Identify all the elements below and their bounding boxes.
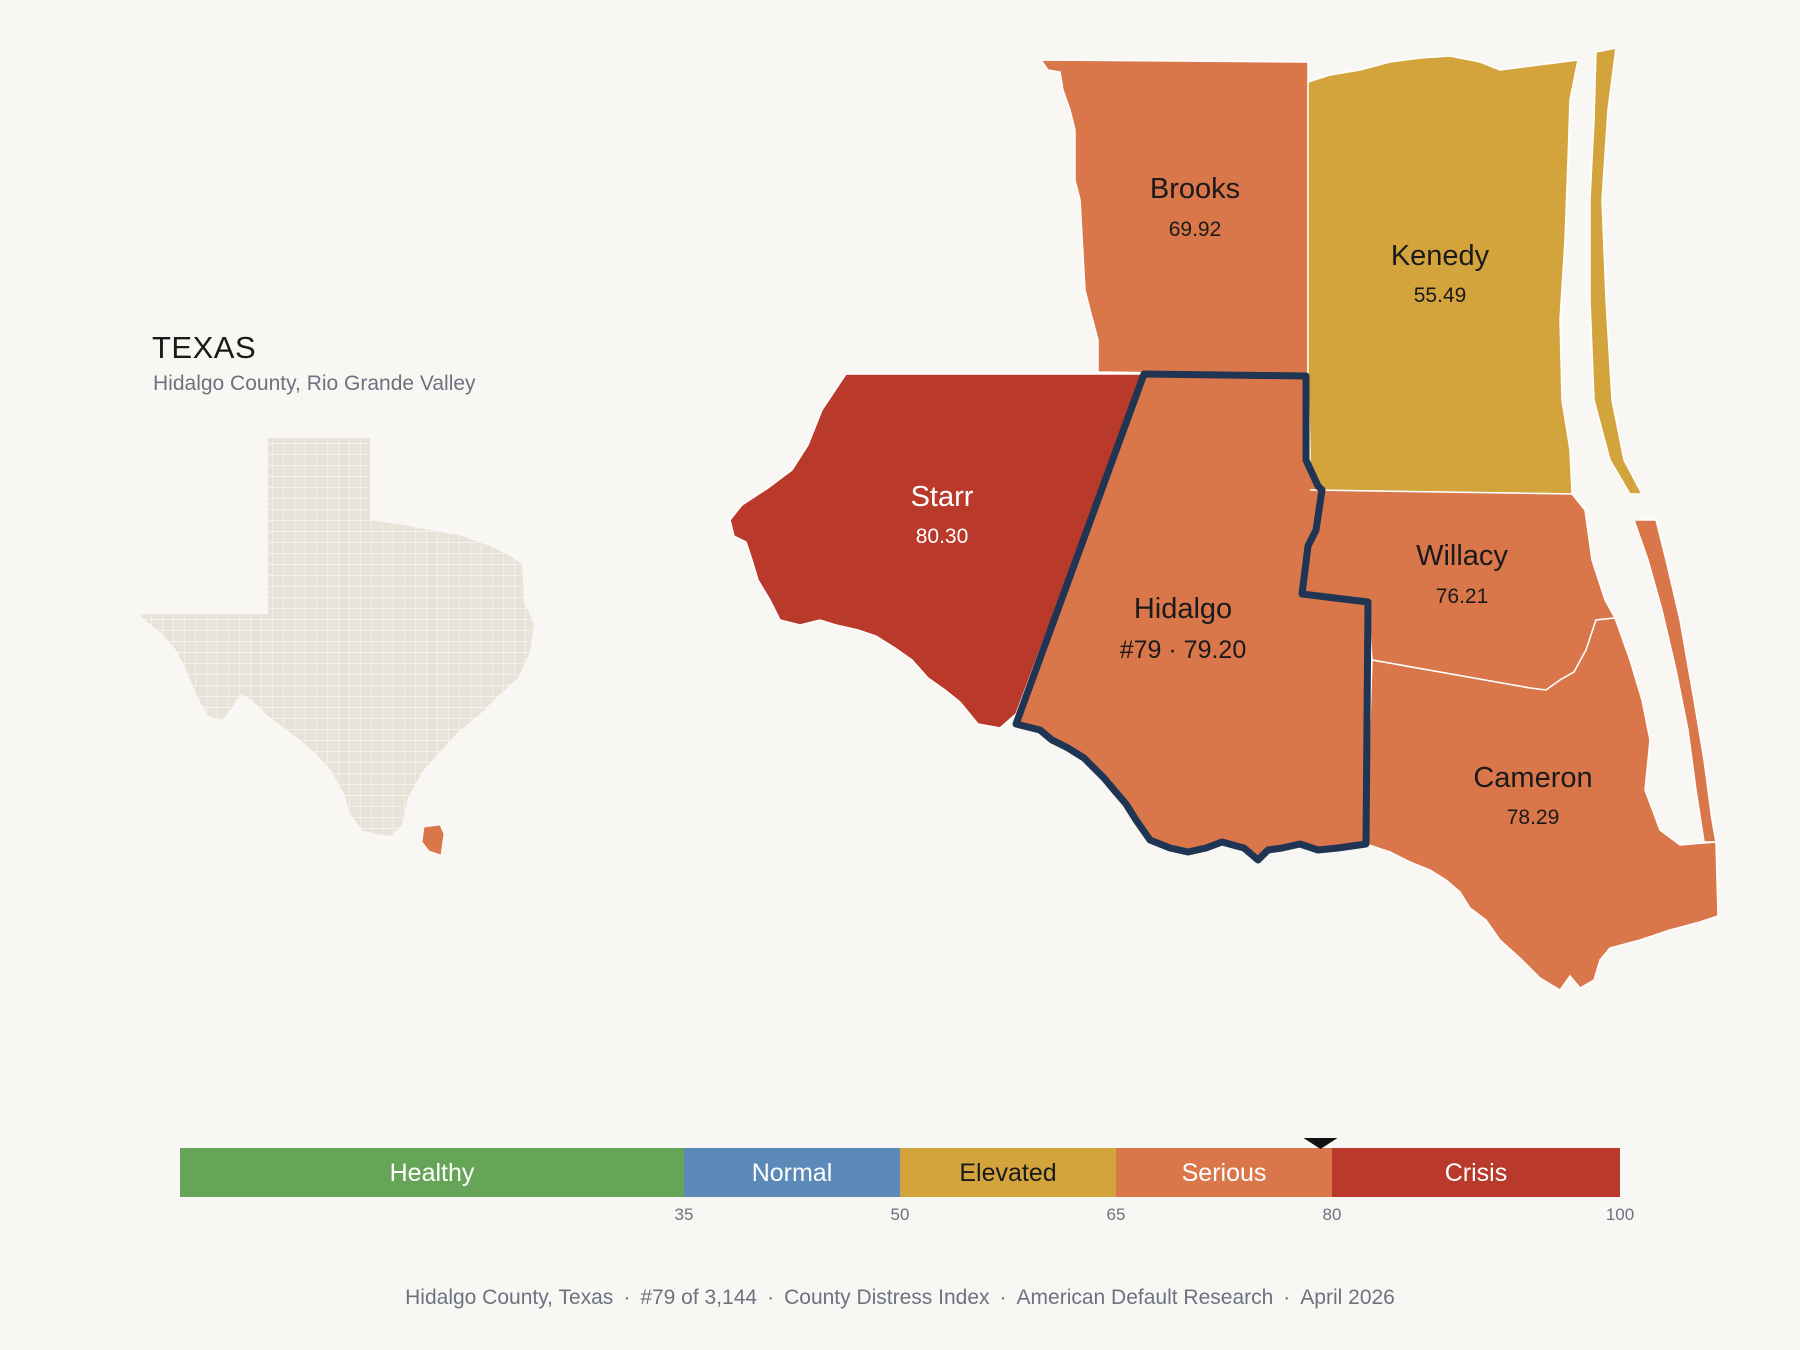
starr-label: Starr <box>911 481 974 513</box>
brooks-score: 69.92 <box>1169 218 1222 241</box>
footer-sep: · <box>1283 1286 1291 1309</box>
footer-sep: · <box>767 1286 775 1309</box>
hidalgo-label: Hidalgo <box>1134 593 1232 625</box>
legend-tick-80: 80 <box>1323 1205 1342 1224</box>
legend-label-elevated: Elevated <box>959 1159 1056 1187</box>
legend-label-normal: Normal <box>752 1159 833 1187</box>
legend-tick-35: 35 <box>675 1205 694 1224</box>
score-marker <box>1303 1138 1338 1149</box>
cameron-score: 78.29 <box>1507 806 1560 829</box>
state-subtitle: Hidalgo County, Rio Grande Valley <box>153 372 476 395</box>
legend-band-healthy <box>180 1148 684 1197</box>
legend-band-elevated <box>900 1148 1116 1197</box>
starr-score: 80.30 <box>916 525 969 548</box>
hidalgo-score: #79 · 79.20 <box>1120 636 1247 664</box>
legend-label-healthy: Healthy <box>390 1159 475 1187</box>
county-starr[interactable] <box>729 373 1146 729</box>
texas-locator-map <box>140 438 534 856</box>
county-kenedy-island <box>1589 47 1644 495</box>
brooks-label: Brooks <box>1150 173 1240 205</box>
state-title: TEXAS <box>152 330 257 365</box>
footer-org: American Default Research <box>1016 1286 1274 1309</box>
kenedy-label: Kenedy <box>1391 240 1490 272</box>
footer-sep: · <box>623 1286 631 1309</box>
legend-band-crisis <box>1332 1148 1620 1197</box>
footer-date: April 2026 <box>1300 1286 1395 1309</box>
hidalgo-outline <box>1012 370 1372 864</box>
footer-county: Hidalgo County, Texas <box>405 1286 614 1309</box>
kenedy-score: 55.49 <box>1414 284 1467 307</box>
county-cameron[interactable] <box>1365 617 1719 991</box>
legend-tick-100: 100 <box>1606 1205 1634 1224</box>
footer-sep: · <box>999 1286 1007 1309</box>
footer: Hidalgo County, Texas · #79 of 3,144 · Count… <box>0 1286 1800 1310</box>
footer-rank: #79 of 3,144 <box>640 1286 758 1309</box>
willacy-score: 76.21 <box>1436 585 1489 608</box>
legend-tick-65: 65 <box>1107 1205 1126 1224</box>
cameron-label: Cameron <box>1473 762 1592 794</box>
legend-band-serious <box>1116 1148 1332 1197</box>
legend-label-serious: Serious <box>1182 1159 1267 1187</box>
willacy-label: Willacy <box>1416 540 1508 572</box>
footer-index: County Distress Index <box>784 1286 990 1309</box>
hidalgo-locator-highlight <box>421 824 445 856</box>
legend-tick-50: 50 <box>891 1205 910 1224</box>
legend-label-crisis: Crisis <box>1445 1159 1508 1187</box>
county-cameron-island <box>1632 519 1717 843</box>
legend-band-normal <box>684 1148 900 1197</box>
